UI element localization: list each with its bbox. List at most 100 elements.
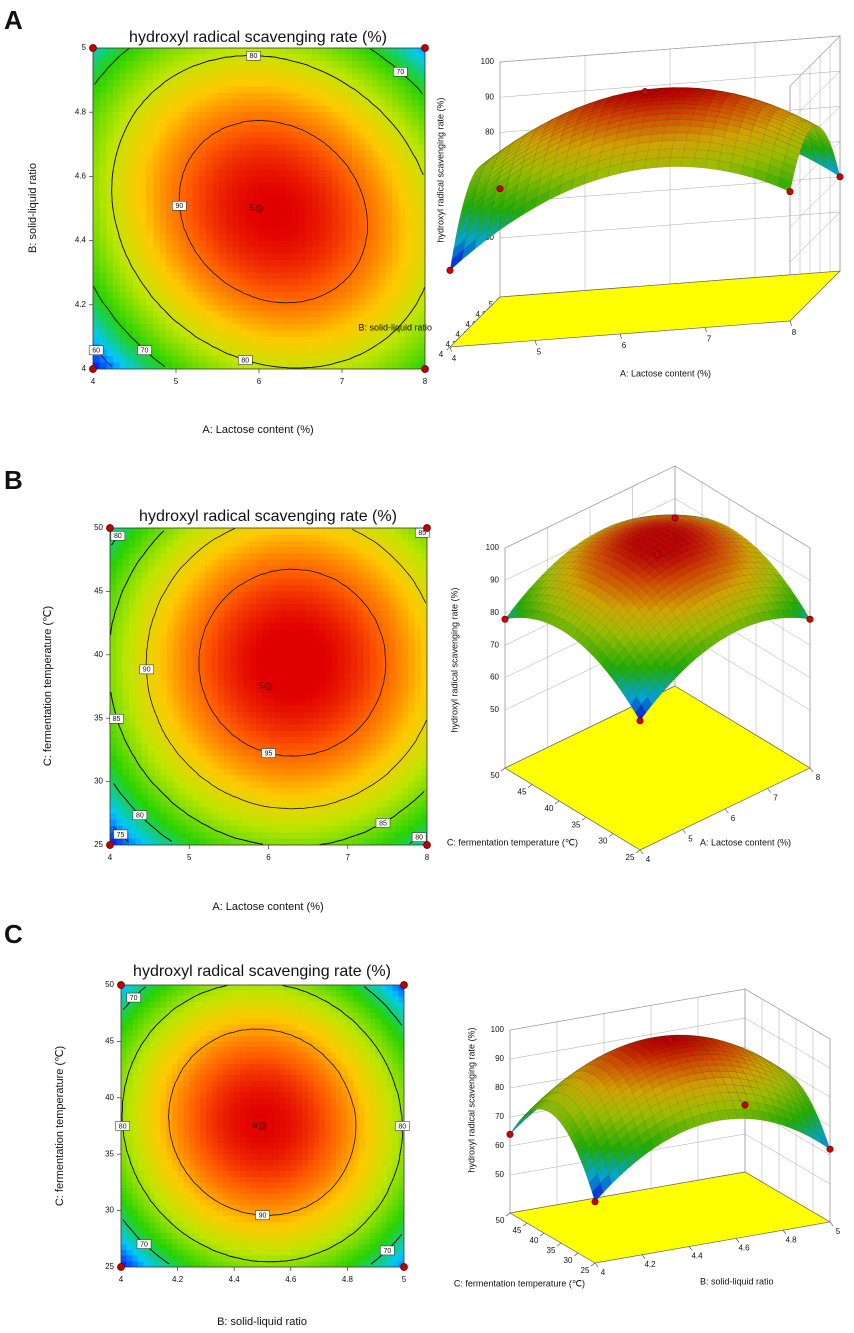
heat-cell bbox=[236, 718, 244, 726]
heat-cell bbox=[159, 92, 167, 101]
heat-cell bbox=[192, 623, 200, 631]
heat-cell bbox=[265, 125, 273, 133]
heat-cell bbox=[173, 686, 181, 694]
heat-cell bbox=[418, 259, 425, 267]
heat-cell bbox=[205, 838, 213, 845]
heat-cell bbox=[198, 730, 206, 738]
heat-cell bbox=[298, 202, 307, 210]
heat-cell bbox=[119, 189, 127, 197]
surface-cell bbox=[750, 101, 765, 108]
heat-cell bbox=[199, 317, 207, 325]
heat-cell bbox=[192, 349, 200, 357]
heat-cell bbox=[281, 775, 289, 783]
heat-cell bbox=[391, 330, 400, 338]
heat-cell bbox=[265, 311, 273, 319]
heat-cell bbox=[135, 705, 143, 713]
heat-cell bbox=[93, 324, 101, 332]
heat-cell bbox=[212, 150, 220, 158]
heat-cell bbox=[179, 553, 187, 561]
heat-cell bbox=[198, 711, 206, 719]
heat-cell bbox=[110, 838, 118, 845]
heat-cell bbox=[159, 86, 167, 94]
heat-cell bbox=[179, 330, 187, 338]
heat-cell bbox=[245, 349, 254, 357]
heat-cell bbox=[405, 259, 413, 267]
heat-cell bbox=[146, 324, 154, 332]
surface-cell bbox=[759, 109, 774, 118]
heat-cell bbox=[287, 661, 295, 669]
heat-cell bbox=[243, 648, 251, 656]
heat-cell bbox=[167, 559, 175, 567]
heat-cell bbox=[135, 724, 143, 732]
heat-cell bbox=[132, 112, 141, 120]
heat-cell bbox=[106, 137, 114, 145]
x-tick-label: 4 bbox=[91, 377, 96, 386]
heat-cell bbox=[418, 317, 425, 325]
heat-cell bbox=[146, 234, 154, 242]
heat-cell bbox=[148, 819, 156, 827]
heat-cell bbox=[385, 157, 393, 165]
heat-cell bbox=[224, 781, 232, 789]
heat-cell bbox=[139, 272, 147, 280]
heat-cell bbox=[278, 214, 287, 223]
heat-cell bbox=[129, 654, 137, 662]
heat-cell bbox=[239, 92, 247, 101]
heat-cell bbox=[365, 259, 373, 267]
heat-cell bbox=[186, 787, 194, 795]
heat-cell bbox=[411, 67, 420, 75]
heat-cell bbox=[141, 616, 149, 624]
heat-cell bbox=[212, 349, 220, 357]
heat-cell bbox=[186, 635, 194, 643]
heat-cell bbox=[141, 635, 149, 643]
heat-cell bbox=[211, 762, 219, 770]
heat-cell bbox=[338, 227, 347, 235]
heat-cell bbox=[159, 118, 167, 126]
heat-cell bbox=[365, 60, 373, 68]
heat-cell bbox=[119, 176, 127, 184]
heat-cell bbox=[345, 92, 353, 101]
heat-cell bbox=[185, 60, 194, 68]
heat-cell bbox=[358, 285, 366, 293]
wall-grid-line bbox=[499, 35, 841, 87]
heat-cell bbox=[148, 553, 156, 561]
heat-cell bbox=[305, 99, 313, 107]
surface-cell bbox=[675, 125, 690, 134]
heat-cell bbox=[305, 182, 313, 190]
heat-cell bbox=[154, 768, 162, 776]
heat-cell bbox=[152, 317, 161, 325]
heat-cell bbox=[293, 737, 301, 745]
heat-cell bbox=[245, 259, 254, 267]
heat-cell bbox=[148, 604, 156, 612]
heat-cell bbox=[205, 800, 213, 808]
heat-cell bbox=[239, 163, 247, 171]
heat-cell bbox=[122, 528, 130, 536]
heat-cell bbox=[385, 311, 393, 319]
heat-cell bbox=[385, 48, 393, 56]
heat-cell bbox=[239, 272, 247, 280]
heat-cell bbox=[287, 585, 295, 593]
heat-cell bbox=[185, 118, 194, 126]
heat-cell bbox=[198, 572, 206, 580]
heat-cell bbox=[398, 112, 406, 120]
heat-cell bbox=[139, 60, 147, 68]
heat-cell bbox=[225, 330, 234, 338]
heat-cell bbox=[259, 234, 267, 242]
heat-cell bbox=[192, 800, 200, 808]
heat-cell bbox=[306, 654, 314, 662]
heat-cell bbox=[141, 540, 149, 548]
heat-cell bbox=[293, 673, 301, 681]
heat-cell bbox=[225, 317, 234, 325]
heat-cell bbox=[262, 528, 270, 536]
heat-cell bbox=[332, 92, 340, 101]
heat-cell bbox=[391, 125, 400, 133]
heat-cell bbox=[265, 221, 273, 229]
heat-cell bbox=[106, 157, 114, 165]
heat-cell bbox=[185, 259, 194, 267]
heat-cell bbox=[172, 343, 181, 351]
heat-cell bbox=[132, 80, 141, 88]
heat-cell bbox=[325, 163, 333, 171]
heat-cell bbox=[122, 794, 130, 802]
heat-cell bbox=[345, 48, 353, 56]
heat-cell bbox=[146, 67, 154, 75]
x-tick-label: 5 bbox=[174, 377, 179, 386]
